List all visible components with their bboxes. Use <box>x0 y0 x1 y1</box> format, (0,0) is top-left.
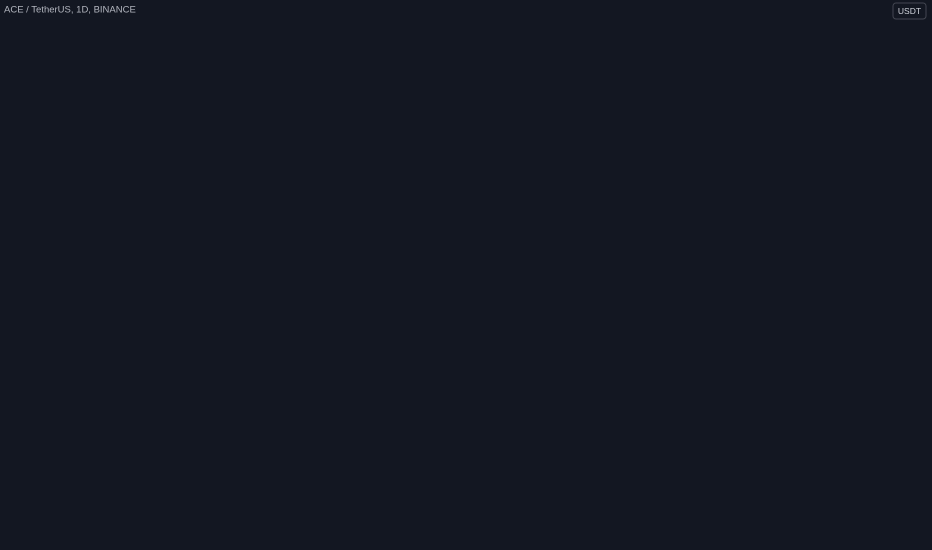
currency-label[interactable]: USDT <box>898 6 921 16</box>
currency-button[interactable] <box>892 2 927 20</box>
chart-title: ACE / TetherUS, 1D, BINANCE <box>4 5 136 16</box>
